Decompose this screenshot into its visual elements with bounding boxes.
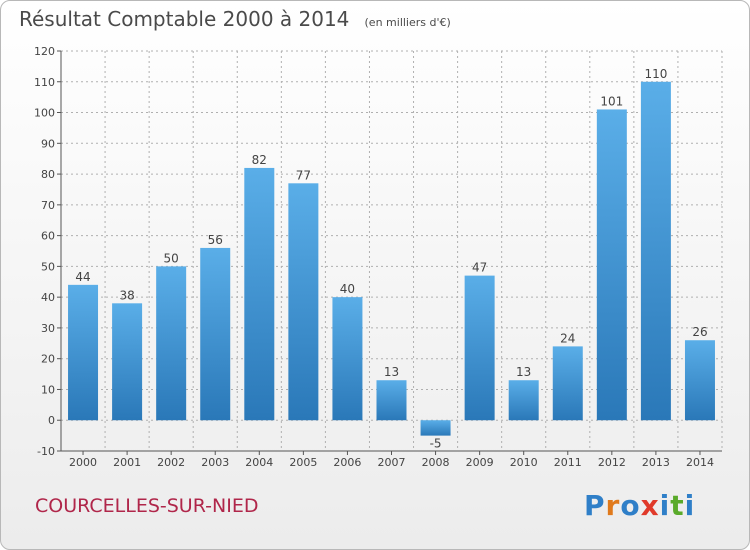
data-label: 24 xyxy=(560,331,575,345)
x-tick-label: 2008 xyxy=(422,456,450,469)
x-tick-label: 2005 xyxy=(289,456,317,469)
bar xyxy=(244,167,275,421)
bar xyxy=(684,340,715,421)
x-tick-label: 2003 xyxy=(201,456,229,469)
bar-layer xyxy=(68,81,715,436)
data-label: 77 xyxy=(296,168,311,182)
data-label: 50 xyxy=(164,251,179,265)
bar xyxy=(508,380,539,421)
y-tick-label: 90 xyxy=(41,137,55,150)
logo-letter: t xyxy=(670,489,685,522)
data-label: 82 xyxy=(252,153,267,167)
bar xyxy=(200,247,231,421)
x-tick-label: 2007 xyxy=(378,456,406,469)
bar xyxy=(332,297,363,421)
title-row: Résultat Comptable 2000 à 2014 (en milli… xyxy=(19,7,451,31)
y-tick-label: 110 xyxy=(34,76,55,89)
data-label: 26 xyxy=(692,325,707,339)
y-tick-label: 70 xyxy=(41,199,55,212)
bar xyxy=(420,420,451,436)
x-tick-label: 2009 xyxy=(466,456,494,469)
x-tick-label: 2010 xyxy=(510,456,538,469)
chart-title: Résultat Comptable 2000 à 2014 xyxy=(19,7,350,31)
x-tick-label: 2001 xyxy=(113,456,141,469)
commune-name: COURCELLES-SUR-NIED xyxy=(35,495,259,517)
logo-letter: i xyxy=(659,489,671,522)
y-tick-label: 80 xyxy=(41,168,55,181)
y-tick-label: -10 xyxy=(37,445,55,458)
y-tick-label: 60 xyxy=(41,230,55,243)
y-tick-label: 50 xyxy=(41,260,55,273)
x-tick-label: 2012 xyxy=(598,456,626,469)
x-tick-label: 2013 xyxy=(642,456,670,469)
bar xyxy=(288,183,319,421)
data-label: 47 xyxy=(472,261,487,275)
bar xyxy=(464,275,495,421)
x-tick-label: 2004 xyxy=(245,456,273,469)
logo-letter: P xyxy=(584,489,606,522)
data-label: 40 xyxy=(340,282,355,296)
logo-letter: o xyxy=(620,489,641,522)
bar xyxy=(552,346,583,421)
bar xyxy=(376,380,407,421)
bar xyxy=(640,81,671,421)
chart-subtitle: (en milliers d'€) xyxy=(364,16,451,29)
data-label: 101 xyxy=(600,94,623,108)
y-tick-label: 40 xyxy=(41,291,55,304)
y-tick-label: 100 xyxy=(34,107,55,120)
logo-letter: r xyxy=(605,489,621,522)
y-tick-label: 20 xyxy=(41,353,55,366)
bar xyxy=(596,109,627,421)
x-tick-label: 2011 xyxy=(554,456,582,469)
x-tick-label: 2000 xyxy=(69,456,97,469)
data-label: 56 xyxy=(208,233,223,247)
y-tick-label: 0 xyxy=(48,414,55,427)
data-label: 38 xyxy=(119,288,134,302)
y-tick-label: 10 xyxy=(41,383,55,396)
axis-layer: -10 0 10 20 30 40 50 60 70 80 90 100 110 120 2000 2001 2… xyxy=(34,45,722,469)
logo-letter: i xyxy=(684,489,696,522)
bar xyxy=(156,266,187,421)
x-tick-label: 2006 xyxy=(333,456,361,469)
data-label: 13 xyxy=(516,365,531,379)
data-label: -5 xyxy=(430,437,442,451)
data-label: 110 xyxy=(644,67,667,81)
x-tick-label: 2014 xyxy=(686,456,714,469)
proxiti-logo: Proxiti xyxy=(584,489,695,522)
bar xyxy=(68,284,99,421)
bar xyxy=(112,303,143,421)
logo-letter: x xyxy=(640,489,660,522)
x-tick-label: 2002 xyxy=(157,456,185,469)
y-tick-label: 30 xyxy=(41,322,55,335)
data-label: 44 xyxy=(75,270,90,284)
data-label: 13 xyxy=(384,365,399,379)
y-tick-label: 120 xyxy=(34,45,55,58)
label-layer: 44 38 50 56 82 77 40 13 -5 47 13 24 101 110 26 xyxy=(75,67,707,451)
